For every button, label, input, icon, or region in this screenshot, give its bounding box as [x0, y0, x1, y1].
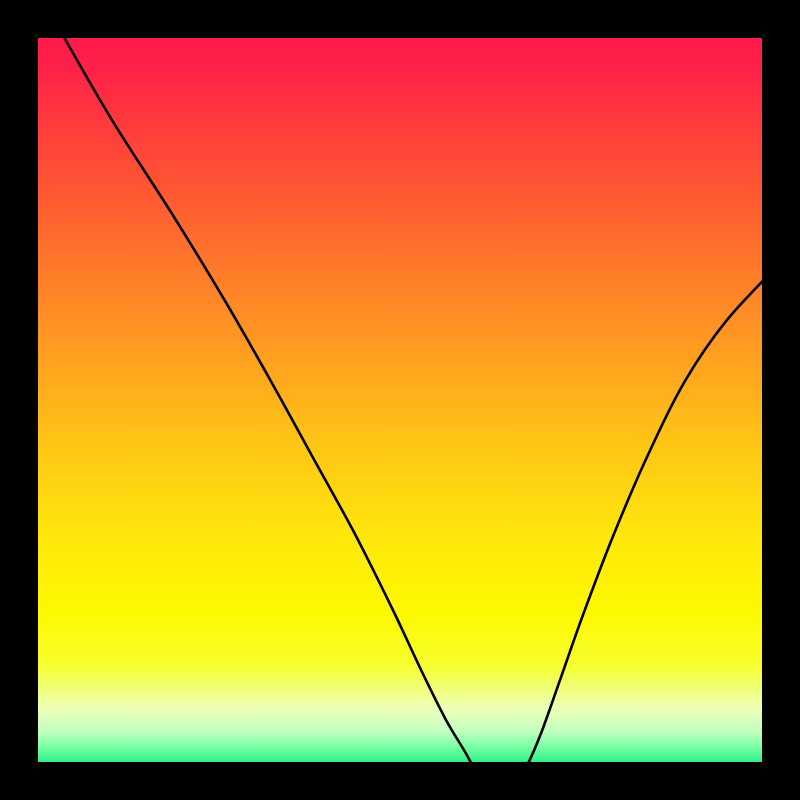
bottleneck-plot: TheBottleneck.com — [0, 0, 800, 800]
plot-frame — [0, 0, 800, 800]
